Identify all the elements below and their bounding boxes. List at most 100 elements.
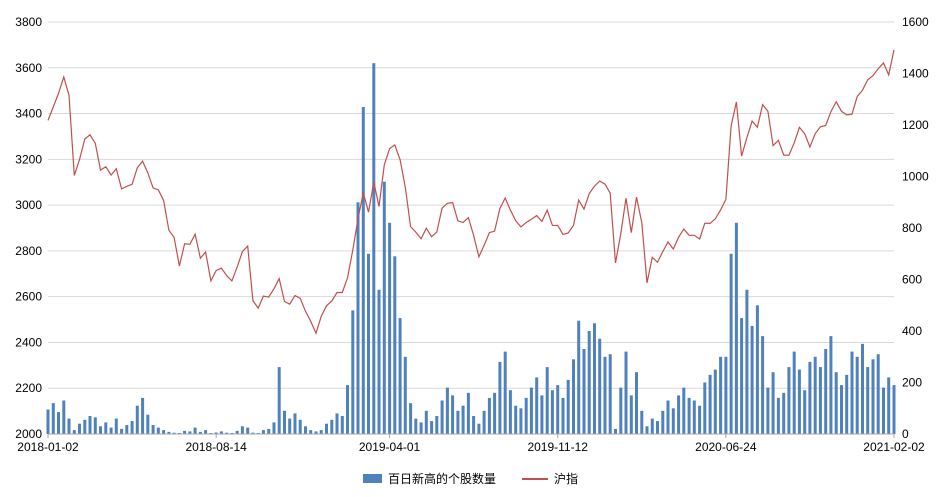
bar [645, 426, 649, 434]
bar [818, 367, 822, 435]
bar [572, 359, 575, 434]
bar [162, 430, 166, 434]
bar [740, 318, 744, 434]
bar [692, 400, 696, 434]
bar [114, 418, 118, 434]
right-axis-tick-label: 0 [902, 427, 909, 441]
right-axis-tick-label: 1000 [902, 170, 929, 184]
bar [93, 417, 97, 434]
bar [57, 412, 60, 434]
bar [871, 359, 875, 434]
bar [761, 336, 765, 434]
bar [356, 202, 360, 435]
bar [183, 430, 187, 434]
x-axis-tick-label: 2020-06-24 [695, 440, 757, 454]
bar [671, 408, 675, 435]
bar [545, 367, 549, 435]
bar [477, 423, 481, 434]
bar [514, 405, 518, 434]
bar [666, 400, 670, 434]
bar [78, 423, 81, 434]
left-axis-tick-label: 3800 [15, 15, 42, 29]
x-axis-tick-label: 2019-11-12 [527, 440, 588, 454]
bar [309, 430, 313, 434]
bar [813, 356, 817, 435]
bar [435, 416, 439, 434]
bar [319, 430, 323, 434]
bar [640, 410, 644, 434]
bar [414, 418, 418, 434]
bar [382, 181, 386, 434]
bar [566, 379, 570, 434]
right-axis-tick-label: 400 [902, 324, 922, 338]
bar [424, 410, 428, 434]
bar [214, 432, 218, 434]
bar [803, 390, 807, 434]
bar [314, 431, 318, 434]
bar [719, 356, 723, 435]
x-axis-tick-label: 2018-08-14 [185, 440, 247, 454]
bar [855, 356, 859, 435]
bar [419, 422, 423, 434]
bar [750, 325, 754, 435]
bar [340, 416, 344, 434]
bar [267, 428, 271, 435]
bar [277, 367, 281, 435]
bar [293, 413, 297, 434]
bar [482, 410, 486, 434]
right-axis-tick-label: 1200 [902, 118, 929, 132]
bar [524, 397, 528, 434]
bar [850, 351, 854, 434]
bar [130, 421, 134, 434]
bar [146, 414, 150, 434]
bar [603, 356, 607, 435]
bar [198, 431, 202, 434]
bar [246, 427, 250, 434]
bar [88, 416, 92, 434]
bar [487, 397, 491, 434]
chart-legend: 百日新高的个股数量 沪指 [0, 470, 941, 487]
bar [156, 427, 160, 434]
bar [829, 336, 833, 434]
legend-item-bar-series: 百日新高的个股数量 [362, 470, 496, 487]
left-axis-tick-label: 2800 [15, 244, 42, 258]
bar [561, 397, 565, 434]
right-axis-tick-label: 200 [902, 376, 922, 390]
bar [556, 385, 560, 434]
right-axis-tick-label: 800 [902, 221, 922, 235]
x-axis-tick-label: 2021-02-02 [863, 440, 925, 454]
bar [367, 253, 370, 435]
bar [635, 372, 638, 434]
bar [304, 426, 307, 434]
bar [734, 222, 738, 434]
bar [167, 431, 171, 434]
bar [619, 387, 623, 434]
bar [529, 387, 533, 434]
bar [466, 392, 470, 434]
bar [219, 431, 223, 434]
bar [708, 374, 712, 434]
bar [503, 351, 507, 434]
bar [797, 369, 801, 434]
left-axis-tick-label: 3400 [15, 107, 42, 121]
bar [445, 387, 449, 434]
bar [682, 387, 686, 434]
bar [67, 418, 71, 434]
bar [99, 426, 102, 434]
bar [235, 430, 239, 434]
legend-item-line-series: 沪指 [522, 470, 578, 487]
bar [351, 310, 355, 434]
bar [141, 397, 145, 434]
bar [729, 253, 733, 435]
bar [62, 400, 66, 434]
bar [624, 351, 628, 434]
bar [125, 425, 129, 434]
bar [46, 409, 50, 434]
bar [840, 385, 843, 434]
bar [508, 390, 512, 434]
bar [204, 430, 208, 434]
bar [787, 367, 791, 435]
bar [703, 382, 707, 434]
bar [298, 419, 302, 434]
bar [540, 395, 544, 434]
